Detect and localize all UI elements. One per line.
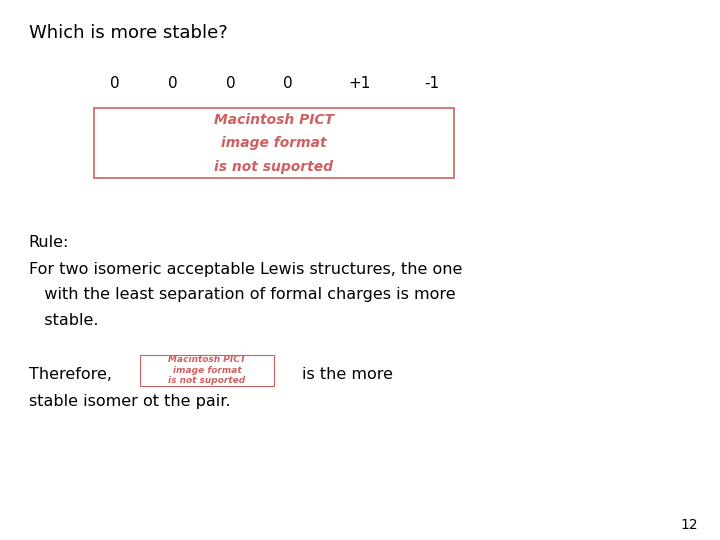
Text: is not suported: is not suported	[168, 376, 246, 386]
Text: image format: image format	[221, 136, 326, 150]
Text: Which is more stable?: Which is more stable?	[29, 24, 228, 42]
Text: stable.: stable.	[29, 313, 99, 328]
FancyBboxPatch shape	[140, 355, 274, 386]
Text: is the more: is the more	[302, 367, 393, 382]
Text: stable isomer ot the pair.: stable isomer ot the pair.	[29, 394, 230, 409]
Text: For two isomeric acceptable Lewis structures, the one: For two isomeric acceptable Lewis struct…	[29, 262, 462, 277]
Text: +1: +1	[348, 76, 372, 91]
Text: Macintosh PICT: Macintosh PICT	[168, 355, 246, 364]
Text: -1: -1	[424, 76, 440, 91]
Text: image format: image format	[173, 366, 241, 375]
Text: is not suported: is not suported	[214, 159, 333, 173]
Text: 12: 12	[681, 518, 698, 532]
Text: 0: 0	[110, 76, 120, 91]
FancyBboxPatch shape	[94, 108, 454, 178]
Text: Therefore,: Therefore,	[29, 367, 112, 382]
Text: 0: 0	[225, 76, 235, 91]
Text: Rule:: Rule:	[29, 235, 69, 250]
Text: 0: 0	[283, 76, 293, 91]
Text: with the least separation of formal charges is more: with the least separation of formal char…	[29, 287, 456, 302]
Text: Macintosh PICT: Macintosh PICT	[214, 113, 333, 127]
Text: 0: 0	[168, 76, 178, 91]
